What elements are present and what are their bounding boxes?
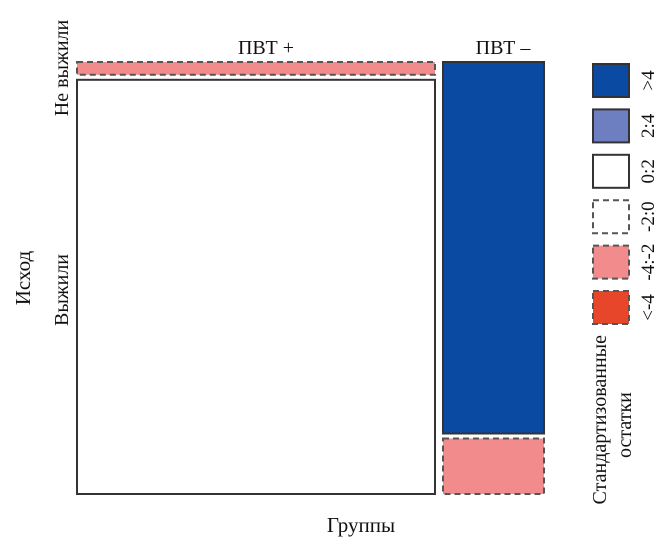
legend-label-0: >4 [638, 70, 657, 91]
x-axis-title: Группы [327, 513, 395, 537]
column-label-pvt-plus: ПВТ + [238, 37, 294, 59]
legend-label-4: -4:-2 [638, 244, 657, 281]
legend-title-line-1: Стандартизованные [589, 335, 611, 505]
column-label-pvt-minus: ПВТ – [476, 37, 532, 59]
mosaic-cell-c0-r1 [76, 78, 436, 496]
legend-label-5: <-4 [638, 294, 657, 321]
legend-title-line-2: остатки [614, 392, 636, 458]
legend-label-2: 0:2 [638, 159, 657, 183]
legend-swatch-5 [592, 290, 630, 325]
legend-swatch-1 [592, 108, 630, 144]
mosaic-cell-c1-r0 [442, 61, 545, 435]
legend-swatch-4 [592, 244, 630, 280]
legend-label-1: 2:4 [638, 113, 657, 138]
legend-swatch-0 [592, 63, 630, 98]
legend-label-3: -2:0 [638, 201, 657, 232]
legend: >4 2:4 0:2 -2:0 -4:-2 <-4 [592, 63, 657, 325]
mosaic-cell-c0-r0 [76, 61, 436, 76]
row-label-survived: Выжили [51, 254, 73, 326]
mosaic-cell-c1-r1 [442, 437, 545, 495]
mosaic-cells [76, 61, 545, 496]
legend-swatch-3 [592, 199, 630, 235]
y-axis-title: Исход [11, 250, 35, 305]
row-label-not-survived: Не выжили [51, 20, 73, 117]
legend-swatch-2 [592, 153, 630, 189]
